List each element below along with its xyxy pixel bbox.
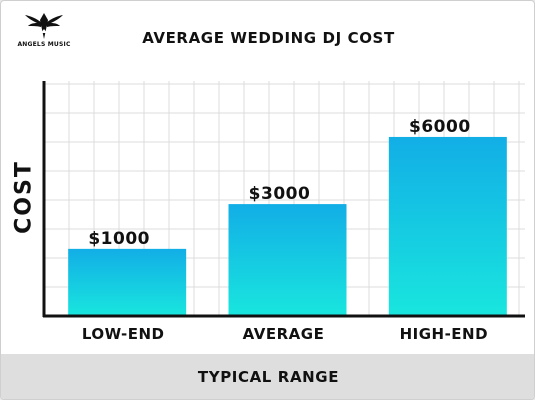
x-axis-label-band: TYPICAL RANGE: [1, 354, 534, 399]
brand-logo: ANGELS MUSIC: [11, 11, 77, 53]
x-tick-label: LOW-END: [82, 325, 165, 343]
x-axis-label: TYPICAL RANGE: [197, 368, 340, 386]
value-label: $6000: [409, 117, 471, 137]
bar-chart: $1000 $3000 $6000 LOW-END AVERAGE HIGH-END: [42, 81, 525, 343]
bars: [68, 136, 507, 316]
angel-wings-icon: [25, 13, 63, 39]
x-tick-labels: LOW-END AVERAGE HIGH-END: [82, 325, 488, 343]
x-tick-label: AVERAGE: [243, 325, 325, 343]
value-label: $3000: [249, 184, 311, 204]
value-labels: $1000 $3000 $6000: [88, 117, 470, 249]
bar-low-end: [68, 248, 187, 316]
brand-name: ANGELS MUSIC: [17, 41, 71, 48]
x-tick-label: HIGH-END: [400, 325, 488, 343]
axes: [42, 81, 525, 318]
chart-title: AVERAGE WEDDING DJ COST: [142, 29, 395, 47]
value-label: $1000: [88, 229, 150, 249]
bar-average: [228, 204, 347, 316]
bar-high-end: [388, 136, 507, 316]
